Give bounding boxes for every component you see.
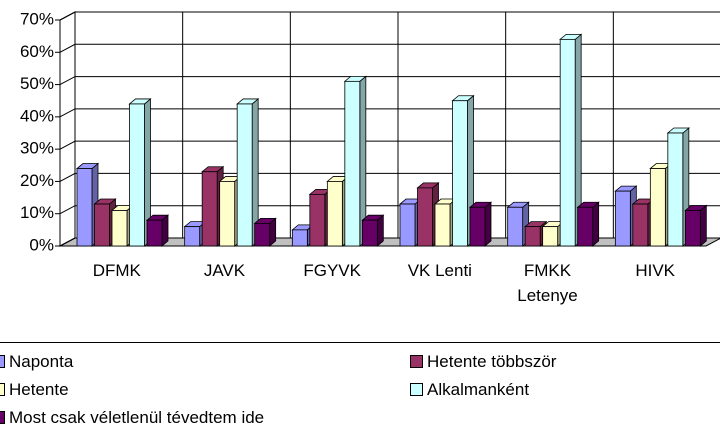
bar-side-shade [162,215,168,246]
bar [309,193,326,247]
legend-swatch [410,383,423,396]
y-tick-label: 0% [29,235,54,254]
x-tick-label: VK Lenti [407,261,472,280]
y-tick-label: 70% [20,9,54,28]
y-tick-label: 30% [20,139,54,158]
bar [111,210,128,247]
grid-line [59,11,720,21]
legend-item: Most csak véletlenül tévedtem ide [0,408,264,428]
bar [524,226,541,247]
legend-label: Alkalmanként [427,380,530,399]
bar [291,229,308,247]
grid-line [59,205,720,215]
legend-item: Naponta [0,352,73,372]
grid-line [59,43,720,53]
bar [76,168,93,247]
bar-side-shade [485,202,491,246]
bar-side-shade [592,202,599,246]
bar-side-shade [269,218,276,246]
legend-separator [0,342,720,343]
bar-side-shade [252,98,259,246]
y-tick-label: 60% [20,42,54,61]
bar [649,168,666,247]
grid-line [59,237,720,247]
y-tick-label: 50% [20,74,54,93]
x-tick-label: HIVK [635,261,675,280]
bar [201,171,218,247]
side-wall [59,11,76,247]
bar [469,206,486,247]
bar [559,38,576,247]
bar [254,222,271,247]
x-tick-label: DFMK [92,261,141,280]
bar-side-shade [700,205,707,246]
bar [146,219,163,247]
y-tick-label: 40% [20,106,54,125]
y-tick-label: 10% [20,203,54,222]
legend-item: Hetente többször [410,352,556,372]
bar [684,210,701,247]
bar [577,206,594,247]
bar-side-shade [575,34,582,246]
bar [452,100,468,247]
bar [399,203,416,247]
bar [236,103,253,247]
grid-line [59,108,720,118]
bar [434,203,451,247]
legend-item: Alkalmanként [410,380,529,400]
legend-swatch [0,383,5,396]
grid-line [59,172,720,182]
legend-swatch [0,355,5,368]
bar [344,80,361,247]
bar [507,206,524,247]
legend-label: Hetente többször [427,352,557,371]
bar-side-shade [377,215,384,246]
bar [667,132,684,247]
bar [219,181,236,247]
legend-item: Hetente [0,380,69,400]
x-tick-label: FMKK Letenye [517,261,578,305]
bar [326,181,343,247]
legend-swatch [410,355,423,368]
legend-label: Hetente [9,380,69,399]
bar [542,226,559,247]
bar [632,203,649,247]
legend-label: Most csak véletlenül tévedtem ide [9,408,265,427]
bar [94,203,110,247]
legend-label: Naponta [9,352,74,371]
bar [361,219,378,247]
grid-line [59,140,720,150]
x-tick-label: FGYVK [303,261,361,280]
grid-line [59,76,720,86]
x-tick-label: JAVK [203,261,246,280]
legend-swatch [0,411,5,424]
bar-side-shade [359,76,366,246]
bar [614,190,631,247]
bar [129,103,145,247]
bar-side-shade [144,98,151,246]
bar [417,187,433,247]
bar [184,226,201,247]
y-tick-label: 20% [20,171,54,190]
